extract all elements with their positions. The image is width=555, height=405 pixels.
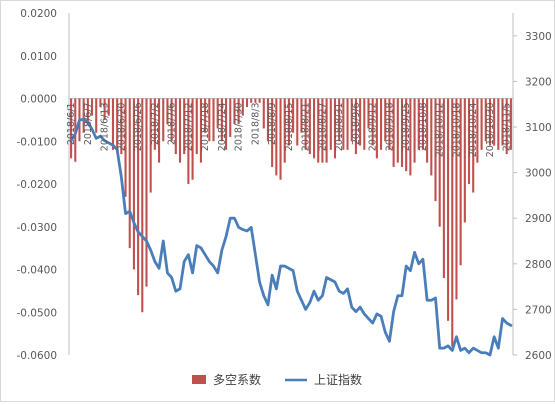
bar-58: [313, 99, 315, 159]
x-tick-label-2: 2018/6/13: [100, 102, 111, 151]
x-tick-label-4: 2018/6/26: [133, 102, 144, 151]
left-tick-label-6: -0.0400: [16, 265, 57, 277]
legend-label-line: 上证指数: [314, 372, 362, 387]
left-tick-label-1: 0.0100: [20, 51, 57, 63]
bar-22: [162, 99, 164, 142]
right-tick-label-6: 2700: [525, 304, 552, 316]
x-tick-label-7: 2018/7/12: [183, 103, 194, 152]
bar-82: [414, 99, 416, 163]
x-tick-label-24: 2018/10/24: [468, 103, 479, 158]
x-tick-label-13: 2018/8/15: [284, 103, 295, 152]
bar-50: [279, 99, 281, 180]
x-tick-label-23: 2018/10/18: [451, 102, 462, 157]
bar-78: [397, 99, 399, 163]
left-tick-label-3: -0.0100: [16, 136, 57, 148]
x-tick-label-10: 2018/7/30: [234, 102, 245, 151]
bar-42: [246, 99, 248, 108]
x-tick-label-1: 2018/6/7: [83, 103, 94, 146]
left-tick-label-0: 0.0200: [20, 8, 57, 20]
x-tick-label-9: 2018/7/24: [217, 103, 228, 152]
axes: [69, 13, 513, 355]
bar-44: [254, 99, 256, 103]
bar-34: [212, 99, 214, 142]
x-tick-label-21: 2018/10/8: [418, 102, 429, 151]
legend-swatch-bars: [192, 375, 206, 384]
x-axis-tick-labels: 2018/6/1 2018/6/7 2018/6/13 2018/6/20 2018/6…: [66, 102, 513, 157]
legend-label-bars: 多空系数: [213, 372, 261, 387]
right-tick-label-1: 3200: [525, 76, 552, 88]
bar-54: [296, 99, 298, 146]
x-tick-label-5: 2018/7/2: [150, 103, 161, 146]
bar-26: [179, 99, 181, 163]
bar-38: [229, 99, 231, 137]
bar-10: [112, 99, 114, 150]
right-tick-label-2: 3100: [525, 122, 552, 134]
bar-45: [259, 99, 261, 103]
bar-90: [447, 99, 449, 321]
bar-74: [380, 99, 382, 150]
bar-46: [263, 99, 265, 129]
left-tick-label-8: -0.0600: [16, 350, 57, 362]
x-tick-label-25: 2018/10/30: [485, 102, 496, 157]
right-tick-label-0: 3300: [525, 31, 552, 43]
bar-14: [129, 99, 131, 249]
x-tick-label-15: 2018/8/27: [317, 103, 328, 152]
left-tick-label-5: -0.0300: [16, 222, 57, 234]
x-tick-label-0: 2018/6/1: [66, 102, 77, 145]
bar-102: [497, 99, 499, 150]
right-tick-label-7: 2600: [525, 350, 552, 362]
x-tick-label-19: 2018/9/18: [384, 102, 395, 151]
left-tick-label-7: -0.0500: [16, 307, 57, 319]
x-tick-label-14: 2018/8/21: [301, 102, 312, 151]
left-tick-label-4: -0.0200: [16, 179, 57, 191]
x-tick-label-20: 2018/9/25: [401, 103, 412, 152]
right-tick-label-3: 3000: [525, 168, 552, 180]
bar-62: [330, 99, 332, 150]
right-tick-label-5: 2800: [525, 259, 552, 271]
bar-94: [464, 99, 466, 223]
x-tick-label-26: 2018/11/5: [502, 103, 513, 152]
bar-43: [250, 99, 252, 103]
x-tick-label-22: 2018/10/12: [435, 103, 446, 158]
x-tick-label-3: 2018/6/20: [116, 103, 127, 152]
legend: 多空系数 上证指数: [192, 372, 362, 387]
x-tick-label-8: 2018/7/18: [200, 102, 211, 151]
left-axis-tick-labels: 0.0200 0.0100 0.0000 -0.0100 -0.0200 -0.0300 -…: [16, 8, 57, 362]
right-tick-label-4: 2900: [525, 213, 552, 225]
x-tick-label-11: 2018/8/3: [250, 103, 261, 146]
bar-66: [347, 99, 349, 150]
x-tick-label-17: 2018/9/6: [351, 102, 362, 145]
bar-70: [363, 99, 365, 150]
x-tick-label-18: 2018/9/12: [368, 103, 379, 152]
x-tick-label-16: 2018/8/31: [334, 103, 345, 152]
bar-30: [196, 99, 198, 155]
x-tick-label-12: 2018/8/9: [267, 102, 278, 145]
bar-86: [430, 99, 432, 176]
bar-18: [145, 99, 147, 287]
left-tick-label-2: 0.0000: [20, 94, 57, 106]
bar-98: [481, 99, 483, 150]
x-tick-label-6: 2018/7/6: [167, 102, 178, 145]
right-axis-tick-labels: 3300 3200 3100 3000 2900 2800 2700 2600: [513, 31, 552, 362]
bar-6: [95, 99, 97, 133]
